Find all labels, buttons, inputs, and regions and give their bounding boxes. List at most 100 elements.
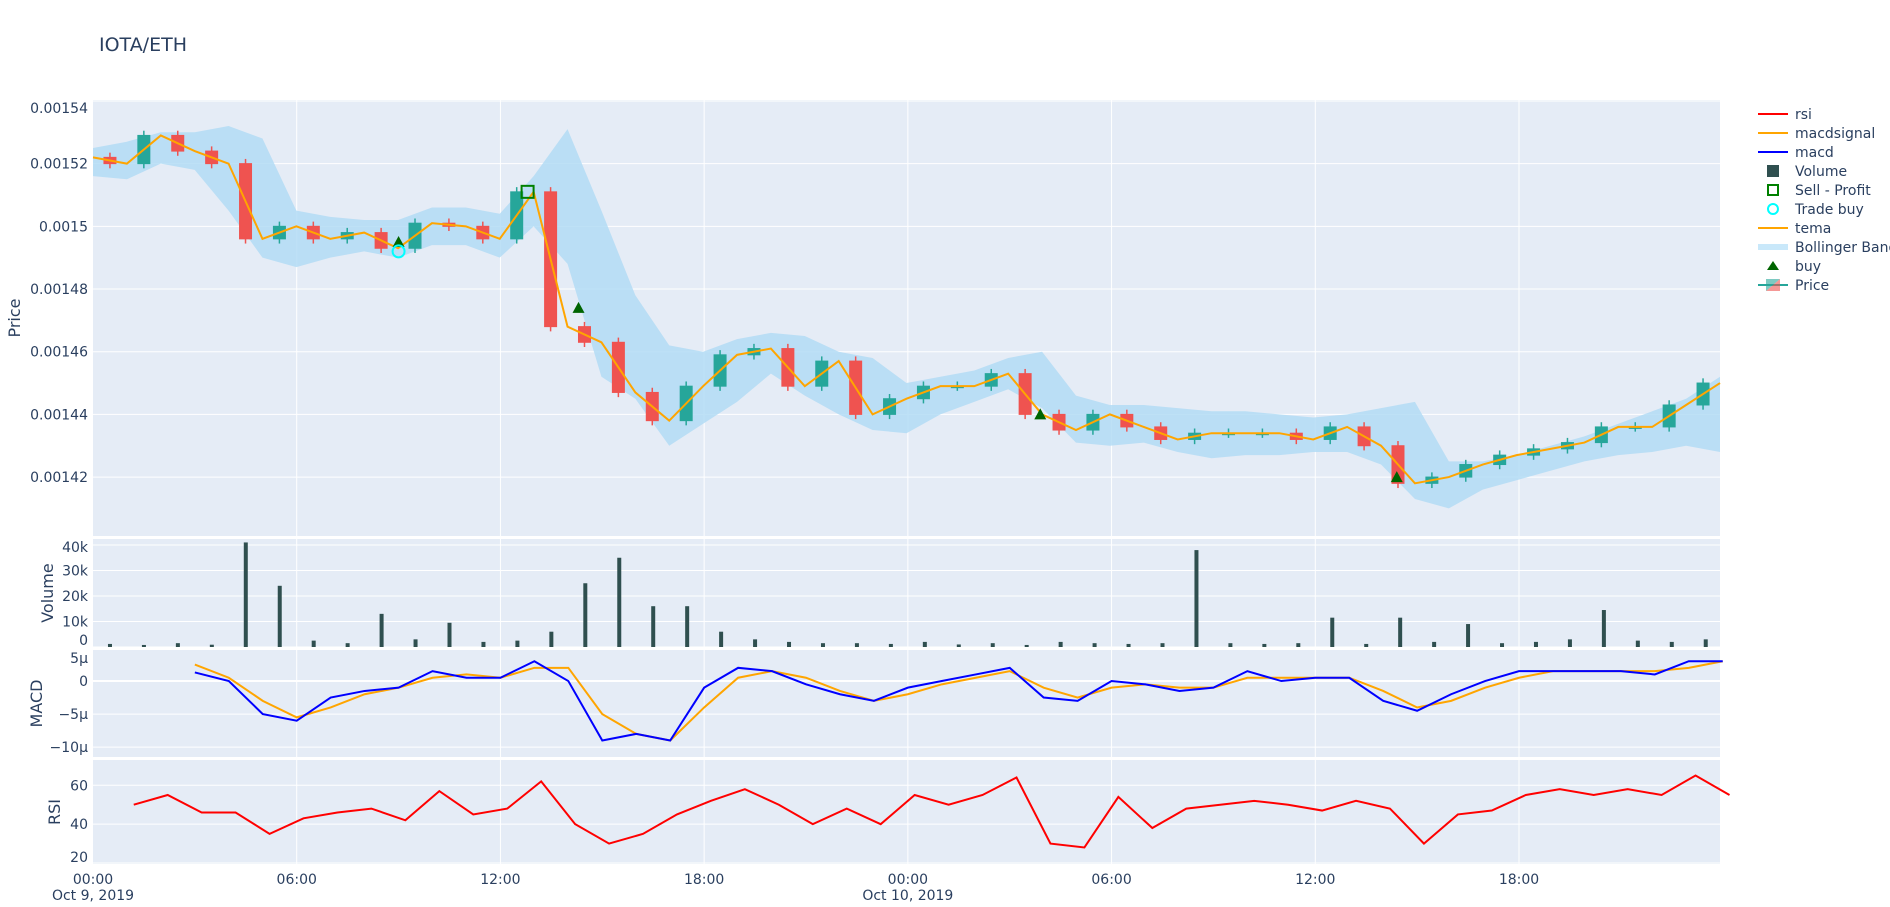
rsi-axis-title: RSI [45,799,64,825]
buy-marker [392,235,405,247]
tema-line [92,134,1721,485]
legend-item-tema[interactable]: tema [1758,221,1831,237]
volume-bar [1058,641,1063,647]
legend-item-bollinger-band[interactable]: Bollinger Band [1758,240,1890,256]
legend-item-trade-buy[interactable]: Trade buy [1767,202,1864,218]
bollinger-band [93,126,1720,509]
price-y-tick-label: 0.00144 [30,407,88,423]
volume-bar [1160,643,1165,647]
volume-bar [1432,641,1437,647]
macdsignal-line [194,660,1723,742]
volume-bar [1703,639,1708,647]
trade-buy-marker [391,244,406,259]
x-tick-label: 00:00 [888,872,928,888]
volume-bar [787,641,792,647]
volume-bar [888,643,893,647]
volume-bar [175,643,180,647]
volume-bar [1669,641,1674,647]
square-open-icon [1767,184,1779,196]
volume-y-tick-label: 0 [79,633,88,649]
volume-bar [141,644,146,647]
price-y-tick-label: 0.00152 [30,157,88,173]
macd-y-tick-label: 0 [79,674,88,690]
volume-bar [1330,617,1335,647]
volume-bar [277,585,282,647]
macd-line [194,660,1723,742]
rsi-plot-area [93,760,1720,864]
volume-bar [549,631,554,647]
volume-bar [447,622,452,647]
x-tick-label: 12:00 [480,872,520,888]
legend-item-buy[interactable]: buy [1767,259,1821,275]
price-y-tick-label: 0.00142 [30,470,88,486]
volume-bar [1635,640,1640,647]
volume-bar [990,643,995,647]
volume-bar [922,641,927,647]
volume-y-tick-label: 40k [62,540,89,556]
volume-bar [583,583,588,647]
volume-bar [1466,624,1471,647]
triangle-up-icon [1767,261,1779,270]
chart-title: IOTA/ETH [99,34,187,56]
volume-bar [209,644,214,647]
legend-item-macd[interactable]: macd [1758,145,1834,161]
circle-open-icon [1767,203,1779,215]
legend-label: tema [1795,221,1831,237]
price-y-tick-label: 0.0015 [39,219,88,235]
buy-marker [572,301,585,313]
volume-bar [719,631,724,647]
volume-bar [854,643,859,647]
legend-label: rsi [1795,107,1812,123]
legend-label: Volume [1795,164,1847,180]
rsi-y-tick-label: 60 [70,778,88,794]
rsi-line [133,774,1731,849]
x-tick-label: 06:00 [277,872,317,888]
rsi-y-tick-label: 20 [70,850,88,866]
x-tick-label: 06:00 [1091,872,1131,888]
square-filled-icon [1767,165,1779,177]
volume-bar [753,639,758,647]
x-tick-label: 18:00 [684,872,724,888]
legend-item-volume[interactable]: Volume [1767,164,1847,180]
volume-bar [1194,550,1199,647]
volume-bar [345,643,350,647]
volume-bar [1398,617,1403,647]
legend-item-macdsignal[interactable]: macdsignal [1758,126,1875,142]
price-y-tick-label: 0.00146 [30,345,88,361]
volume-plot-area [93,539,1720,647]
volume-y-tick-label: 20k [62,589,89,605]
legend-label: Trade buy [1794,202,1864,218]
x-tick-label: 12:00 [1295,872,1335,888]
legend-label: macd [1795,145,1834,161]
legend-label: Bollinger Band [1795,240,1890,256]
buy-marker [1034,408,1047,420]
volume-bar [1262,643,1267,647]
legend-label: Price [1795,278,1829,294]
volume-bar [1364,643,1369,647]
macd-axis-title: MACD [27,680,46,728]
volume-bar [1228,643,1233,647]
x-tick-date: Oct 10, 2019 [862,888,953,903]
buy-marker [1390,471,1403,483]
legend-item-rsi[interactable]: rsi [1758,107,1812,123]
candlestick-icon [1766,279,1780,291]
legend-item-price[interactable]: Price [1758,278,1829,294]
volume-bar [651,606,656,647]
volume-bar [311,640,316,647]
legend-label: macdsignal [1795,126,1875,142]
x-tick-label: 18:00 [1499,872,1539,888]
legend-label: Sell - Profit [1795,183,1871,199]
legend-item-sell-profit[interactable]: Sell - Profit [1767,183,1871,199]
macd-y-tick-label: 5μ [70,651,88,667]
volume-bar [107,643,112,647]
volume-bar [1126,643,1131,647]
legend[interactable]: rsi macdsignal macd Volume Sell - Profit Trad… [1758,107,1890,294]
volume-bar [1024,644,1029,647]
x-tick-label: 00:00 [73,872,113,888]
volume-bar [820,643,825,647]
band-icon [1758,244,1788,250]
volume-axis-title: Volume [38,563,57,623]
macd-y-tick-label: −5μ [58,707,88,723]
rsi-y-tick-label: 40 [70,817,88,833]
